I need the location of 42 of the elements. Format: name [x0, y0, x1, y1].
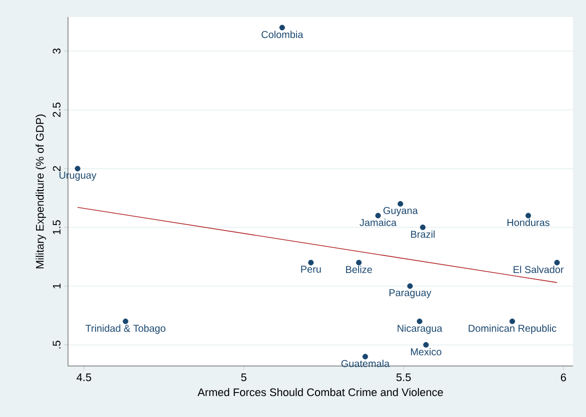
point: [423, 342, 429, 348]
point: [375, 212, 381, 218]
point: [122, 318, 128, 324]
y-tick-label: 2: [52, 166, 60, 172]
annotation: Honduras: [507, 218, 550, 226]
annotation: Nicaragua: [398, 324, 442, 334]
y-tick-label: 3: [52, 48, 60, 54]
point: [74, 166, 80, 172]
annotation: Guatemala: [341, 360, 390, 368]
annotation: Dominican Republic: [468, 324, 556, 334]
point: [362, 354, 368, 360]
annotation: El Salvador: [514, 266, 564, 274]
point: [416, 318, 422, 324]
point: [398, 201, 404, 207]
point: [509, 318, 516, 324]
point: [420, 224, 426, 230]
point: [554, 260, 560, 266]
annotation: Mexico: [411, 348, 442, 356]
x-axis-title: Armed Forces Should Combat Crime and Violence: [198, 388, 443, 396]
y-tick-label: 1: [52, 284, 60, 288]
y-tick-label: 1.5: [52, 220, 60, 234]
x-tick-label: 6: [560, 374, 566, 382]
annotation: Trinidad & Tobago: [86, 324, 166, 334]
annotation: Guyana: [383, 207, 418, 216]
x-tick-label: 5: [241, 374, 246, 382]
y-tick-label: .5: [52, 340, 60, 348]
annotation: Jamaica: [360, 218, 397, 226]
y-tick-label: 2.5: [52, 102, 60, 117]
point: [407, 283, 413, 289]
y-axis-title: Military Expenditure (% of GDP): [36, 114, 46, 268]
annotation: Belize: [346, 266, 372, 274]
annotation: Brazil: [411, 230, 435, 238]
annotation: Uruguay: [60, 172, 96, 181]
point: [356, 260, 362, 266]
point: [279, 24, 285, 30]
x-tick-label: 4.5: [76, 374, 92, 382]
point: [525, 212, 532, 218]
annotation: Peru: [301, 266, 321, 273]
x-tick-label: 5.5: [396, 374, 411, 382]
annotation: Colombia: [262, 30, 304, 38]
annotation: Paraguay: [389, 289, 432, 298]
point: [308, 260, 314, 266]
